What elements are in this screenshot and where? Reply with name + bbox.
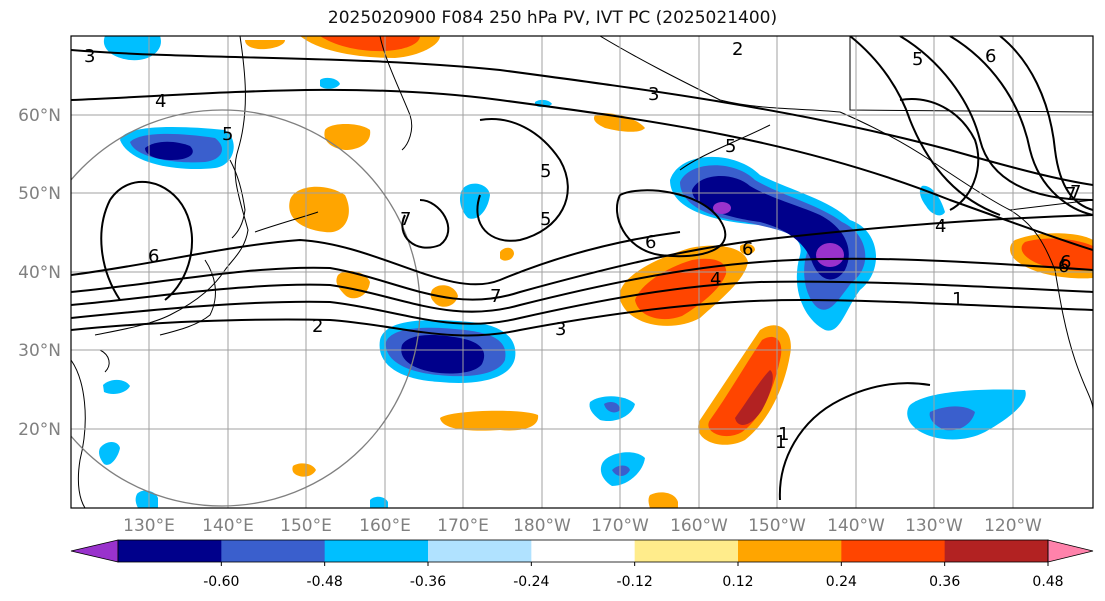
colorbar-tick-label: -0.12 [617, 574, 653, 590]
contour-label: 6 [742, 239, 753, 260]
lon-label-170e: 170°E [437, 516, 489, 536]
contour-label: 5 [725, 136, 736, 157]
contour-label: 7 [400, 209, 411, 230]
colorbar-tick-label: -0.24 [513, 574, 549, 590]
contour-label: 6 [148, 246, 159, 267]
ivt-shading [99, 36, 1093, 508]
contour-label: 5 [912, 49, 923, 70]
lon-label-140e: 140°E [202, 516, 254, 536]
contour-label: 3 [555, 319, 566, 340]
colorbar-swatch [738, 540, 842, 562]
lon-label-130e: 130°E [123, 516, 175, 536]
colorbar-ticks: -0.60 -0.48 -0.36 -0.24 -0.12 0.12 0.24 0.36 0.4… [203, 562, 1064, 590]
lat-label-60n: 60°N [18, 106, 61, 126]
colorbar-tick-label: 0.36 [929, 574, 960, 590]
lon-label-160e: 160°E [359, 516, 411, 536]
contour-label: 4 [710, 269, 721, 290]
map-title: 2025020900 F084 250 hPa PV, IVT PC (2025… [327, 8, 778, 28]
lon-label-170w: 170°W [591, 516, 649, 536]
contour-label: 3 [648, 84, 659, 105]
colorbar-frame [117, 539, 1049, 563]
colorbar [70, 539, 1094, 563]
lat-labels: 60°N 50°N 40°N 30°N 20°N [18, 106, 61, 440]
contour-label: 5 [222, 124, 233, 145]
lat-label-40n: 40°N [18, 263, 61, 283]
contour-label: 1 [952, 289, 963, 310]
lon-label-120w: 120°W [984, 516, 1042, 536]
contour-label: 5 [540, 161, 551, 182]
contour-label: 4 [155, 91, 166, 112]
colorbar-tick-label: -0.60 [203, 574, 239, 590]
colorbar-tick-label: -0.48 [307, 574, 343, 590]
colorbar-tick-label: 0.48 [1032, 574, 1063, 590]
colorbar-swatch [324, 540, 429, 562]
colorbar-swatch [944, 540, 1049, 562]
colorbar-swatch [428, 540, 532, 562]
contour-label: 3 [84, 46, 95, 67]
contour-label: 7 [490, 286, 501, 307]
colorbar-swatch [531, 540, 636, 562]
range-circle [71, 109, 421, 507]
colorbar-tick-label: 0.12 [722, 574, 753, 590]
colorbar-swatch [841, 540, 946, 562]
lat-label-20n: 20°N [18, 420, 61, 440]
contour-label: 6 [645, 232, 656, 253]
contour-label: 4 [935, 216, 946, 237]
contour-label: 7 [1065, 184, 1076, 205]
contour-label: 2 [732, 39, 743, 60]
pv-contours [71, 36, 1093, 501]
colorbar-extend-low [70, 539, 119, 563]
contour-label: 6 [1058, 256, 1069, 277]
lat-label-30n: 30°N [18, 341, 61, 361]
colorbar-extend-high [1047, 539, 1094, 563]
plot-frame [70, 35, 1094, 509]
colorbar-swatch [221, 540, 326, 562]
contour-label: 6 [985, 46, 996, 67]
lon-label-150w: 150°W [748, 516, 806, 536]
contour-label: 1 [775, 432, 786, 453]
colorbar-swatch [118, 540, 222, 562]
lon-label-130w: 130°W [905, 516, 963, 536]
lon-label-180w: 180°W [513, 516, 571, 536]
lon-label-140w: 140°W [827, 516, 885, 536]
lon-labels: 130°E 140°E 150°E 160°E 170°E 180°W 170°… [123, 516, 1042, 536]
contour-label: 2 [312, 316, 323, 337]
colorbar-tick-label: 0.24 [826, 574, 857, 590]
contour-label: 1 [778, 424, 789, 445]
lon-label-150e: 150°E [280, 516, 332, 536]
contour-label: 6 [1060, 252, 1071, 273]
colorbar-tick-label: -0.36 [410, 574, 446, 590]
lon-label-160w: 160°W [670, 516, 728, 536]
contour-label: 7 [1070, 182, 1081, 203]
contour-labels: 3 4 5 6 7 5 6 2 3 4 5 6 7 1 2 3 4 5 6 7 … [84, 39, 1081, 453]
colorbar-swatch [634, 540, 739, 562]
graticule [71, 36, 1093, 508]
contour-label: 5 [540, 209, 551, 230]
lat-label-50n: 50°N [18, 184, 61, 204]
